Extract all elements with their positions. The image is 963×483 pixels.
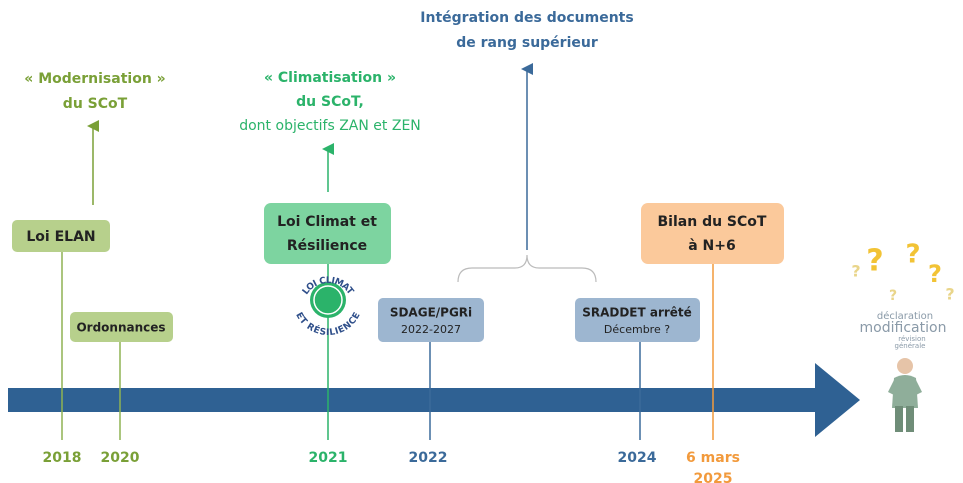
note: du SCoT, [296, 94, 364, 110]
note: dont objectifs ZAN et ZEN [239, 118, 421, 134]
year: 6 mars [686, 450, 740, 466]
event-box [264, 203, 391, 264]
timeline-diagram: « Modernisation » du SCoT « Climatisatio… [0, 0, 963, 483]
cloud-word: modification [860, 320, 947, 336]
year: 2024 [618, 450, 657, 466]
question-mark: ? [928, 260, 942, 288]
event-label: Bilan du SCoT [658, 214, 767, 230]
event-label: Ordonnances [76, 321, 165, 335]
year: 2021 [309, 450, 348, 466]
event-label: à N+6 [688, 238, 736, 254]
question-mark: ? [866, 244, 883, 279]
event-label: Résilience [287, 238, 367, 254]
logo: LOI CLIMAT ET RÉSILIENCE [294, 275, 362, 337]
body: « Modernisation » du SCoT « Climatisatio… [0, 0, 963, 483]
timeline-arrow [8, 363, 860, 437]
word-cloud: ? ? ? ? ? ? déclaration modification rév… [851, 240, 954, 351]
year: 2018 [43, 450, 82, 466]
question-mark: ? [889, 288, 897, 304]
note: de rang supérieur [456, 35, 598, 51]
event-label: Décembre ? [604, 323, 670, 336]
year: 2020 [101, 450, 140, 466]
question-mark: ? [905, 240, 920, 270]
event-label: Loi ELAN [26, 229, 95, 245]
event-box [641, 203, 784, 264]
event-label: 2022-2027 [401, 323, 461, 336]
cloud-word: générale [895, 342, 926, 350]
person [888, 358, 922, 432]
note: Intégration des documents [420, 10, 633, 26]
year: 2025 [694, 471, 733, 483]
note: « Climatisation » [264, 70, 396, 86]
event-label: Loi Climat et [277, 214, 377, 230]
question-mark: ? [851, 262, 860, 281]
event-label: SDAGE/PGRi [390, 306, 472, 320]
note: du SCoT [63, 96, 128, 112]
note: « Modernisation » [24, 71, 165, 87]
question-mark: ? [945, 285, 954, 304]
brace [458, 255, 596, 282]
year: 2022 [409, 450, 448, 466]
page: {"top_notes": { "modernisation": ["« Mod… [0, 0, 963, 483]
event-label: SRADDET arrêté [582, 306, 692, 320]
